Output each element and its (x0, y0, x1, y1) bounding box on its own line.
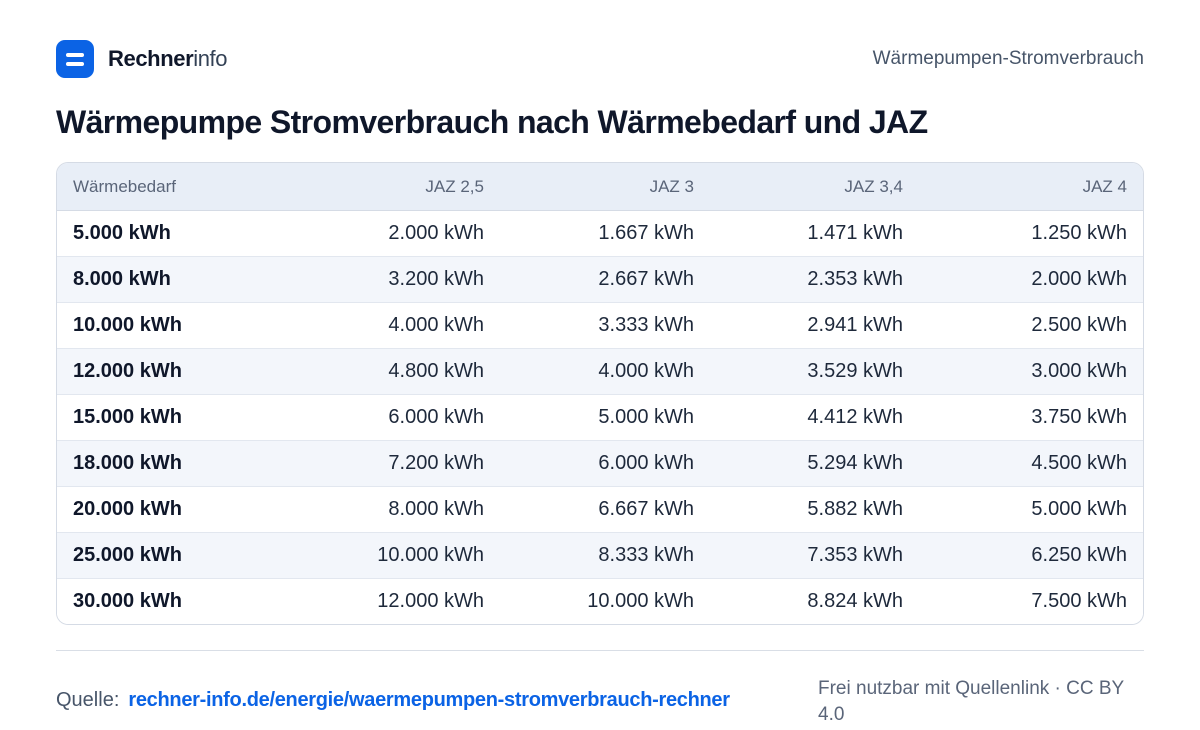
table-cell: 3.529 kWh (710, 348, 919, 395)
table-header: Wärmebedarf JAZ 2,5 JAZ 3 JAZ 3,4 JAZ 4 (57, 163, 1143, 211)
table-cell: 6.000 kWh (500, 440, 710, 487)
table-cell: 4.500 kWh (919, 440, 1143, 487)
table-row: 30.000 kWh 12.000 kWh 10.000 kWh 8.824 k… (57, 578, 1143, 624)
row-label: 5.000 kWh (57, 210, 291, 257)
table-body: 5.000 kWh 2.000 kWh 1.667 kWh 1.471 kWh … (57, 210, 1143, 624)
table-cell: 4.412 kWh (710, 394, 919, 441)
row-label: 10.000 kWh (57, 302, 291, 349)
row-label: 8.000 kWh (57, 256, 291, 303)
row-label: 30.000 kWh (57, 578, 291, 624)
table-cell: 4.800 kWh (291, 348, 500, 395)
table-cell: 1.471 kWh (710, 210, 919, 257)
table-row: 25.000 kWh 10.000 kWh 8.333 kWh 7.353 kW… (57, 532, 1143, 579)
table-cell: 2.941 kWh (710, 302, 919, 349)
table-cell: 7.200 kWh (291, 440, 500, 487)
table-cell: 12.000 kWh (291, 578, 500, 624)
column-header-jaz-3-4: JAZ 3,4 (710, 163, 919, 211)
table-row: 8.000 kWh 3.200 kWh 2.667 kWh 2.353 kWh … (57, 256, 1143, 303)
row-label: 20.000 kWh (57, 486, 291, 533)
page-title: Wärmepumpe Stromverbrauch nach Wärmebeda… (56, 104, 928, 140)
source-label: Quelle: (56, 689, 120, 711)
table-cell: 2.353 kWh (710, 256, 919, 303)
table-cell: 2.500 kWh (919, 302, 1143, 349)
brand-name-light: info (193, 46, 228, 71)
brand-name-strong: Rechner (108, 46, 194, 71)
consumption-table: Wärmebedarf JAZ 2,5 JAZ 3 JAZ 3,4 JAZ 4 … (57, 163, 1143, 624)
row-label: 25.000 kWh (57, 532, 291, 579)
table-cell: 5.294 kWh (710, 440, 919, 487)
table-cell: 7.500 kWh (919, 578, 1143, 624)
table-row: 5.000 kWh 2.000 kWh 1.667 kWh 1.471 kWh … (57, 210, 1143, 257)
data-table-container: Wärmebedarf JAZ 2,5 JAZ 3 JAZ 3,4 JAZ 4 … (56, 162, 1144, 625)
table-cell: 3.200 kWh (291, 256, 500, 303)
brand-logo[interactable]: Rechnerinfo (56, 40, 228, 78)
row-label: 12.000 kWh (57, 348, 291, 395)
calculator-logo-icon (56, 40, 94, 78)
header: Rechnerinfo Wärmepumpen-Stromverbrauch (56, 40, 1144, 78)
table-cell: 2.667 kWh (500, 256, 710, 303)
table-cell: 3.000 kWh (919, 348, 1143, 395)
footer: Quelle: rechner-info.de/energie/waermepu… (56, 676, 1144, 728)
table-cell: 10.000 kWh (291, 532, 500, 579)
table-cell: 5.882 kWh (710, 486, 919, 533)
table-cell: 6.250 kWh (919, 532, 1143, 579)
table-cell: 2.000 kWh (919, 256, 1143, 303)
license-text: Frei nutzbar mit Quellenlink · CC BY 4.0 (818, 678, 1124, 725)
brand-name: Rechnerinfo (108, 46, 228, 72)
table-header-row: Wärmebedarf JAZ 2,5 JAZ 3 JAZ 3,4 JAZ 4 (57, 163, 1143, 211)
footer-divider (56, 650, 1144, 651)
table-cell: 3.750 kWh (919, 394, 1143, 441)
table-cell: 8.333 kWh (500, 532, 710, 579)
table-row: 18.000 kWh 7.200 kWh 6.000 kWh 5.294 kWh… (57, 440, 1143, 487)
table-row: 12.000 kWh 4.800 kWh 4.000 kWh 3.529 kWh… (57, 348, 1143, 395)
source-line: Quelle: rechner-info.de/energie/waermepu… (56, 676, 730, 712)
table-row: 15.000 kWh 6.000 kWh 5.000 kWh 4.412 kWh… (57, 394, 1143, 441)
table-cell: 7.353 kWh (710, 532, 919, 579)
table-cell: 5.000 kWh (919, 486, 1143, 533)
table-cell: 8.000 kWh (291, 486, 500, 533)
table-row: 20.000 kWh 8.000 kWh 6.667 kWh 5.882 kWh… (57, 486, 1143, 533)
table-cell: 4.000 kWh (291, 302, 500, 349)
table-cell: 8.824 kWh (710, 578, 919, 624)
page-label: Wärmepumpen-Stromverbrauch (872, 48, 1144, 69)
table-cell: 6.667 kWh (500, 486, 710, 533)
table-cell: 5.000 kWh (500, 394, 710, 441)
source-link[interactable]: rechner-info.de/energie/waermepumpen-str… (128, 689, 730, 711)
table-row: 10.000 kWh 4.000 kWh 3.333 kWh 2.941 kWh… (57, 302, 1143, 349)
table-cell: 1.667 kWh (500, 210, 710, 257)
column-header-jaz-2-5: JAZ 2,5 (291, 163, 500, 211)
row-label: 15.000 kWh (57, 394, 291, 441)
column-header-jaz-3: JAZ 3 (500, 163, 710, 211)
column-header-jaz-4: JAZ 4 (919, 163, 1143, 211)
table-cell: 2.000 kWh (291, 210, 500, 257)
table-cell: 10.000 kWh (500, 578, 710, 624)
table-cell: 6.000 kWh (291, 394, 500, 441)
row-label: 18.000 kWh (57, 440, 291, 487)
table-cell: 1.250 kWh (919, 210, 1143, 257)
table-cell: 3.333 kWh (500, 302, 710, 349)
table-cell: 4.000 kWh (500, 348, 710, 395)
column-header-waermebedarf: Wärmebedarf (57, 163, 291, 211)
